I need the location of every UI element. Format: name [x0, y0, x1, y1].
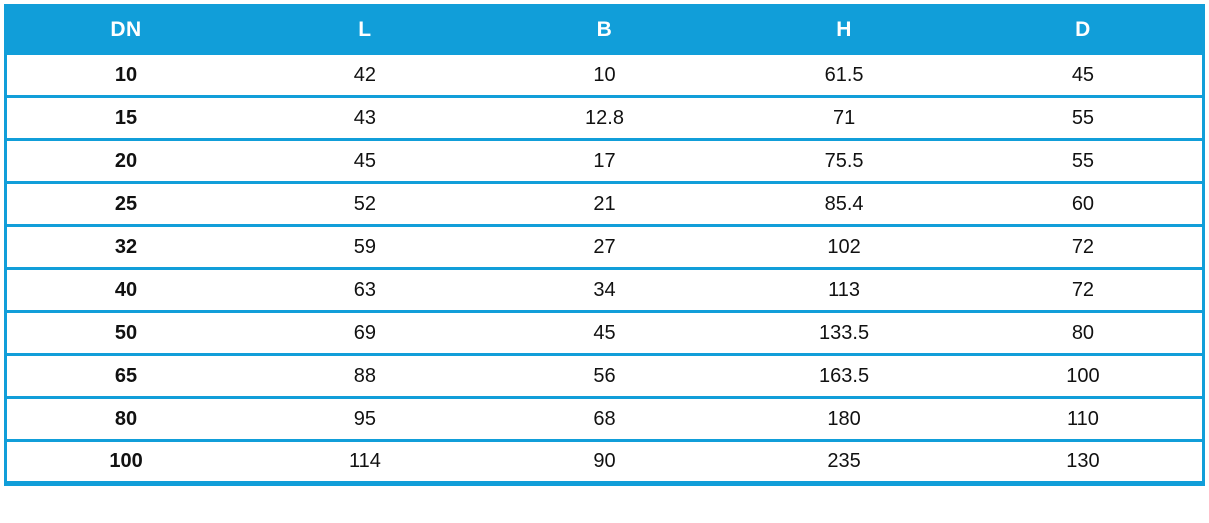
column-header-dn: DN: [5, 5, 246, 54]
table-row: 100 114 90 235 130: [5, 439, 1204, 484]
cell-l: 88: [245, 353, 485, 398]
table-row: 40 63 34 113 72: [5, 267, 1204, 312]
column-header-l: L: [245, 5, 485, 54]
table-row: 32 59 27 102 72: [5, 224, 1204, 269]
cell-dn: 80: [5, 396, 246, 441]
cell-l: 69: [245, 310, 485, 355]
cell-d: 130: [963, 439, 1204, 484]
cell-d: 72: [963, 267, 1204, 312]
cell-l: 114: [245, 439, 485, 484]
cell-d: 45: [963, 52, 1204, 97]
cell-h: 85.4: [724, 181, 964, 226]
cell-h: 180: [724, 396, 964, 441]
cell-h: 235: [724, 439, 964, 484]
table-row: 20 45 17 75.5 55: [5, 138, 1204, 183]
cell-b: 56: [484, 353, 725, 398]
cell-l: 59: [245, 224, 485, 269]
table-row: 65 88 56 163.5 100: [5, 353, 1204, 398]
cell-dn: 20: [5, 138, 246, 183]
cell-h: 75.5: [724, 138, 964, 183]
cell-d: 100: [963, 353, 1204, 398]
header-row: DN L B H D: [5, 5, 1204, 54]
table-row: 25 52 21 85.4 60: [5, 181, 1204, 226]
cell-b: 27: [484, 224, 725, 269]
cell-h: 61.5: [724, 52, 964, 97]
cell-d: 55: [963, 95, 1204, 140]
cell-l: 45: [245, 138, 485, 183]
column-header-d: D: [963, 5, 1204, 54]
table-row: 15 43 12.8 71 55: [5, 95, 1204, 140]
cell-b: 21: [484, 181, 725, 226]
cell-h: 133.5: [724, 310, 964, 355]
cell-d: 110: [963, 396, 1204, 441]
column-header-h: H: [724, 5, 964, 54]
table-row: 80 95 68 180 110: [5, 396, 1204, 441]
cell-dn: 32: [5, 224, 246, 269]
cell-dn: 10: [5, 52, 246, 97]
cell-d: 72: [963, 224, 1204, 269]
cell-h: 113: [724, 267, 964, 312]
cell-l: 63: [245, 267, 485, 312]
cell-h: 71: [724, 95, 964, 140]
cell-b: 45: [484, 310, 725, 355]
cell-h: 163.5: [724, 353, 964, 398]
cell-d: 80: [963, 310, 1204, 355]
column-header-b: B: [484, 5, 725, 54]
cell-dn: 100: [5, 439, 246, 484]
cell-l: 95: [245, 396, 485, 441]
cell-dn: 65: [5, 353, 246, 398]
dimensions-table: DN L B H D 10 42 10 61.5 45 15 43 12.8 71 55 20 45 17 75.…: [4, 4, 1205, 486]
cell-h: 102: [724, 224, 964, 269]
table-row: 10 42 10 61.5 45: [5, 52, 1204, 97]
cell-l: 42: [245, 52, 485, 97]
cell-b: 34: [484, 267, 725, 312]
cell-dn: 50: [5, 310, 246, 355]
cell-l: 43: [245, 95, 485, 140]
cell-b: 17: [484, 138, 725, 183]
cell-dn: 25: [5, 181, 246, 226]
cell-b: 90: [484, 439, 725, 484]
cell-dn: 40: [5, 267, 246, 312]
table-row: 50 69 45 133.5 80: [5, 310, 1204, 355]
cell-d: 55: [963, 138, 1204, 183]
cell-b: 68: [484, 396, 725, 441]
cell-dn: 15: [5, 95, 246, 140]
table-body: 10 42 10 61.5 45 15 43 12.8 71 55 20 45 17 75.5 55 25 52…: [5, 52, 1204, 484]
cell-b: 10: [484, 52, 725, 97]
cell-b: 12.8: [484, 95, 725, 140]
table-header: DN L B H D: [5, 5, 1204, 54]
cell-l: 52: [245, 181, 485, 226]
cell-d: 60: [963, 181, 1204, 226]
